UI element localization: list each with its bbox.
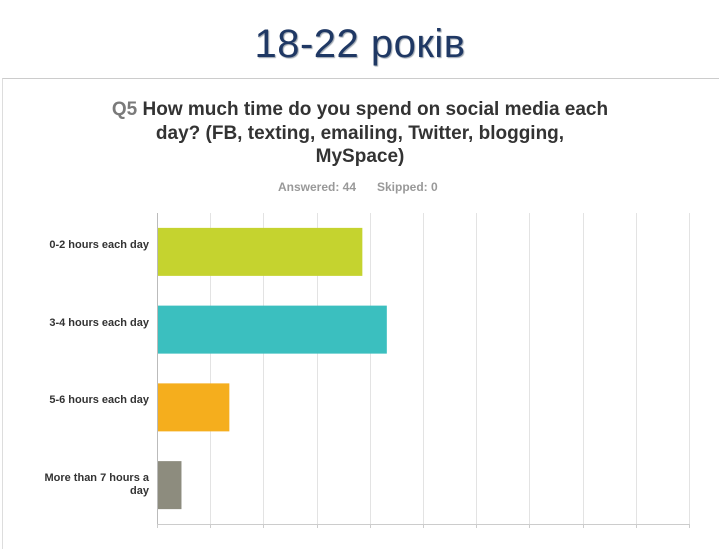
question-title: Q5 How much time do you spend on social … xyxy=(110,98,610,169)
question-number: Q5 xyxy=(111,99,138,120)
question-text: How much time do you spend on social med… xyxy=(142,99,609,167)
category-label: More than 7 hours a day xyxy=(44,472,149,498)
bar-3 xyxy=(158,383,230,432)
category-label: 3-4 hours each day xyxy=(49,316,149,329)
bar-1 xyxy=(158,227,363,276)
slide-title: 18-22 років xyxy=(254,22,466,66)
gridlines xyxy=(157,213,690,525)
x-ticks xyxy=(157,524,690,528)
bar-4 xyxy=(158,461,182,510)
answered-count: Answered: 44 xyxy=(278,180,357,194)
bars xyxy=(158,227,387,510)
category-label: 0-2 hours each day xyxy=(49,238,149,251)
category-label: 5-6 hours each day xyxy=(49,394,149,407)
skipped-count: Skipped: 0 xyxy=(377,180,438,194)
bar-2 xyxy=(158,305,387,354)
